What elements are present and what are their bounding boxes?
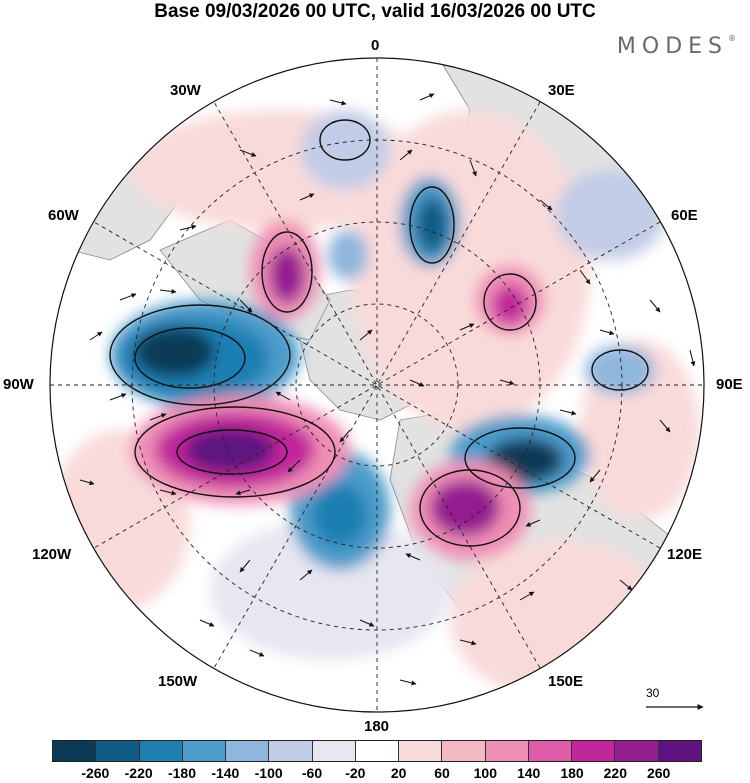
- colorbar-swatch: [354, 741, 399, 761]
- colorbar-tick-label: -260: [81, 765, 110, 781]
- colorbar-tick-label: 180: [560, 765, 584, 781]
- colorbar-swatch: [484, 741, 528, 761]
- colorbar-tick-label: 260: [646, 765, 671, 781]
- lon-label-60w: 60W: [48, 207, 79, 224]
- colorbar-tick-label: 100: [473, 765, 498, 781]
- colorbar-swatch: [527, 741, 572, 761]
- colorbar-tick-label: -20: [345, 765, 366, 781]
- colorbar-tick-label: 20: [390, 765, 407, 781]
- colorbar-tick-label: -180: [167, 765, 197, 781]
- colorbar-tick-label: -220: [124, 765, 153, 781]
- colorbar-swatch: [441, 741, 485, 761]
- colorbar-swatch: [138, 741, 182, 761]
- colorbar-swatch: [657, 741, 701, 761]
- lon-label-90e: 90E: [716, 376, 743, 393]
- logo-text: MODES: [616, 34, 728, 59]
- lon-label-0: 0: [371, 37, 380, 54]
- colorbar-tick-label: -60: [301, 765, 323, 781]
- contour-lines: [109, 119, 649, 547]
- colorbar-tick-label: -100: [254, 765, 283, 781]
- anomaly-field: [50, 110, 700, 700]
- lon-label-30w: 30W: [170, 82, 201, 99]
- lon-label-180: 180: [364, 718, 390, 735]
- map-boundary: [49, 57, 705, 713]
- colorbar-swatch: [614, 741, 658, 761]
- lon-label-90w: 90W: [3, 376, 34, 393]
- colorbar-tick-label: -140: [211, 765, 240, 781]
- lon-label-120e: 120E: [667, 546, 703, 563]
- colorbar-swatch: [398, 741, 442, 761]
- colorbar-tick-label: 220: [603, 765, 628, 781]
- colorbar-swatch: [311, 741, 355, 761]
- lon-label-150e: 150E: [548, 673, 584, 690]
- colorbar-tick-label: 60: [434, 765, 450, 781]
- colorbar-swatch: [53, 741, 96, 761]
- modes-logo: MODES®: [617, 34, 736, 59]
- colorbar-swatch: [225, 741, 269, 761]
- colorbar: [52, 740, 702, 762]
- colorbar-swatch: [571, 741, 615, 761]
- wind-vectors: [79, 93, 696, 686]
- chart-title: Base 09/03/2026 00 UTC, valid 16/03/2026…: [154, 1, 596, 22]
- lon-label-150w: 150W: [158, 673, 198, 690]
- lon-label-30e: 30E: [548, 82, 575, 99]
- reference-vector-label: 30: [646, 686, 660, 700]
- colorbar-tick-label: 140: [516, 765, 541, 781]
- colorbar-tick-labels: -260 -220 -180 -140 -100 -60 -20 20 60 100 140 180 2…: [0, 765, 750, 783]
- colorbar-swatch: [268, 741, 312, 761]
- registered-mark: ®: [728, 34, 736, 43]
- lon-label-120w: 120W: [32, 546, 72, 563]
- colorbar-swatch: [95, 741, 139, 761]
- colorbar-swatch: [181, 741, 226, 761]
- lon-label-60e: 60E: [671, 207, 698, 224]
- graticule: [50, 58, 704, 712]
